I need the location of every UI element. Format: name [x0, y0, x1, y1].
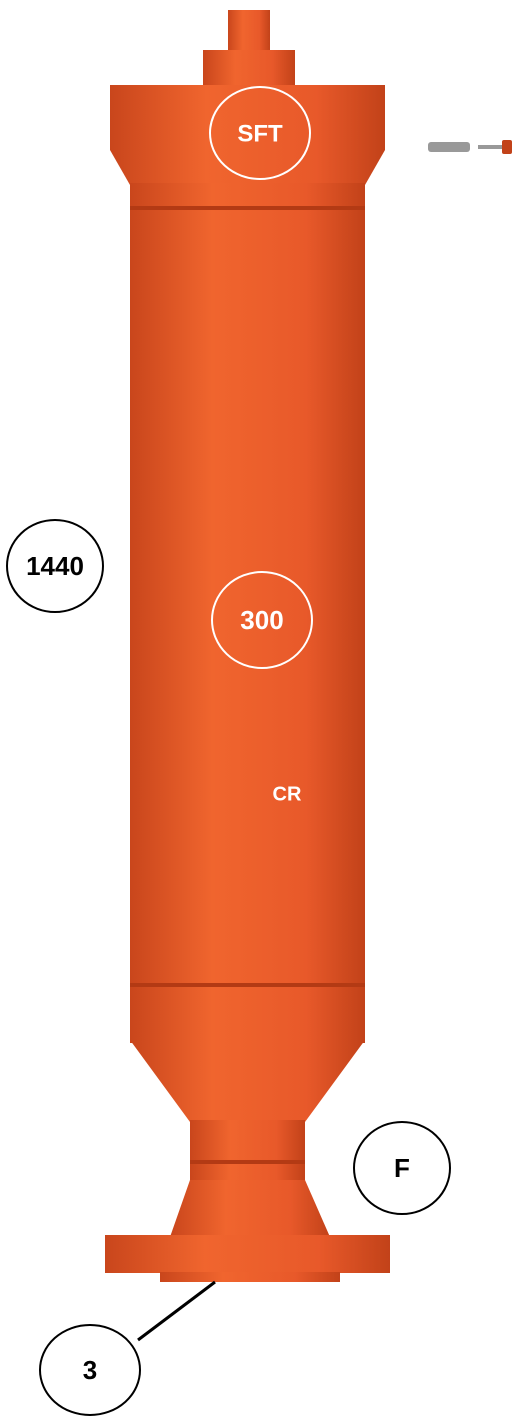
label-text: F: [394, 1153, 410, 1183]
bottom-spigot: [160, 1272, 340, 1282]
label-text: 1440: [26, 551, 84, 581]
product-diagram: SFT 300 CR 1440 F 3: [0, 0, 518, 1418]
screw-icon: [428, 140, 512, 154]
top-knob: [228, 10, 270, 52]
label-text: 3: [83, 1355, 97, 1385]
label-text: SFT: [237, 120, 283, 147]
top-cap: [203, 50, 295, 87]
top-taper: [110, 150, 385, 185]
leader-line: [138, 1282, 215, 1340]
bottom-flange: [105, 1235, 390, 1273]
lower-cone: [130, 1040, 365, 1122]
flare: [170, 1180, 330, 1237]
label-text: CR: [273, 783, 302, 805]
neck: [190, 1120, 305, 1182]
cylinder: [105, 10, 390, 1282]
label-text: 300: [240, 605, 283, 635]
